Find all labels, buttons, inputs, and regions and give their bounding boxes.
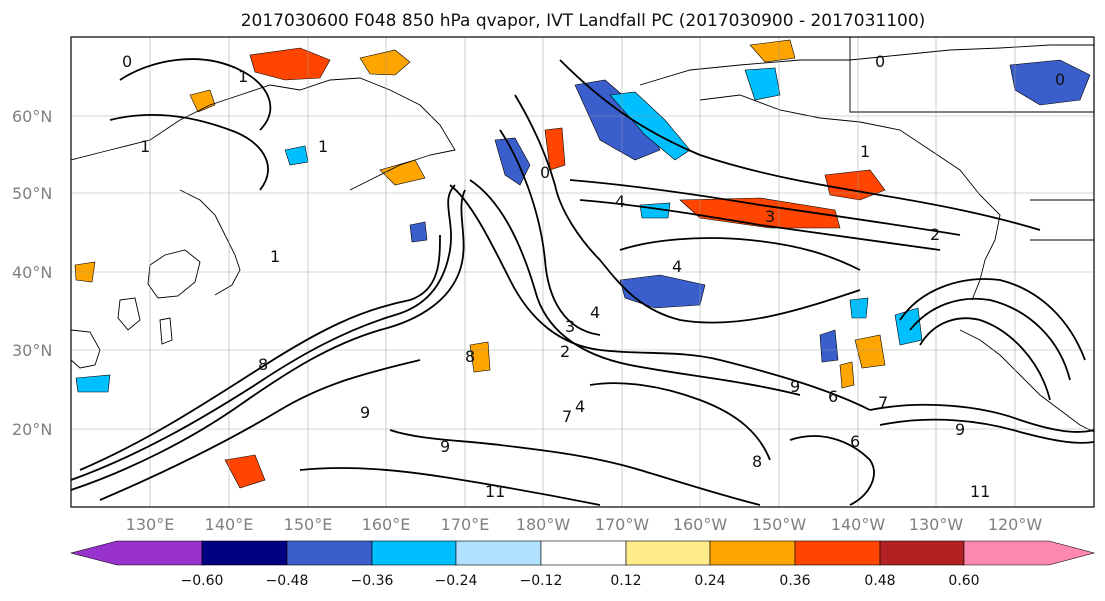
contour-label: 4 [575,397,585,416]
positive-anomaly-patch [249,47,331,81]
latitude-axis: 60°N 50°N 40°N 30°N 20°N [12,107,52,439]
positive-anomaly-patch [189,89,216,113]
colorbar-tick-label: 0.24 [694,573,725,589]
colorbar-segment [879,540,965,566]
contour-label: 0 [540,163,550,182]
contour-label: 8 [258,355,268,374]
contour-label: 2 [560,342,570,361]
lat-label: 40°N [12,263,52,282]
colorbar-segment [709,540,796,566]
map-content: 0 0 0 1 1 1 1 1 0 2 2 3 3 4 4 4 4 6 6 7 … [71,37,1094,507]
contour-label: 4 [615,192,625,211]
colorbar-tick-label: 0.60 [948,573,979,589]
colorbar-tick-label: 0.36 [779,573,810,589]
lon-label: 160°W [673,515,728,534]
lat-label: 30°N [12,341,52,360]
contour-label: 9 [790,377,800,396]
positive-anomaly-patch [544,127,566,171]
longitude-axis: 130°E 140°E 150°E 160°E 170°E 180°W 170°… [126,515,1043,534]
contour-label: 11 [485,482,505,501]
colorbar-tick-label: −0.24 [435,573,478,589]
contour-labels: 0 0 0 1 1 1 1 1 0 2 2 3 3 4 4 4 4 6 6 7 … [122,52,1065,501]
colorbar-segment [286,540,373,566]
colorbar-segment [69,540,203,566]
negative-anomaly-patch [409,221,428,243]
colorbar-segment [794,540,881,566]
contour-label: 1 [238,67,248,86]
colorbar-tick-label: −0.60 [181,573,224,589]
coastlines [71,37,1094,433]
lon-label: 160°E [362,515,411,534]
lon-label: 150°E [284,515,333,534]
colorbar-tick-label: 0.12 [610,573,641,589]
colorbar-tick-label: 0.48 [864,573,895,589]
colorbar-tick-label: −0.12 [520,573,563,589]
positive-anomaly-patch [839,361,855,389]
contour-label: 1 [860,142,870,161]
contour-label: 7 [562,407,572,426]
colorbar-segment [540,540,627,566]
contour-label: 4 [672,257,682,276]
lon-label: 180°W [516,515,571,534]
positive-anomaly-patch [749,39,796,63]
contour-label: 3 [565,317,575,336]
figure-title: 2017030600 F048 850 hPa qvapor, IVT Land… [241,11,926,31]
contour-label: 7 [878,393,888,412]
lon-label: 140°W [831,515,886,534]
positive-anomaly-patch [379,159,426,186]
contour-label: 1 [140,137,150,156]
negative-anomaly-patch [894,307,923,346]
colorbar-segment [625,540,711,566]
map-frame [70,36,1095,508]
shaded-anomalies [74,39,1091,489]
lon-label: 130°W [909,515,964,534]
colorbar-segment [455,540,542,566]
contour-label: 0 [1055,70,1065,89]
lon-label: 170°W [595,515,650,534]
contour-label: 8 [752,452,762,471]
negative-anomaly-patch [744,67,781,101]
contour-label: 2 [930,225,940,244]
contour-label: 6 [850,432,860,451]
positive-anomaly-patch [359,49,411,76]
contour-label: 11 [970,482,990,501]
colorbar-tick-label: −0.48 [266,573,309,589]
negative-anomaly-patch [574,79,661,161]
contour-label: 4 [590,303,600,322]
lon-label: 170°E [441,515,490,534]
lon-label: 130°E [126,515,175,534]
contour-label: 9 [440,437,450,456]
lon-label: 120°W [988,515,1043,534]
positive-anomaly-patch [854,334,886,369]
colorbar-tick-label: −0.36 [351,573,394,589]
contour-label: 0 [122,52,132,71]
negative-anomaly-patch [75,374,111,393]
lon-label: 150°W [752,515,807,534]
contour-label: 1 [270,247,280,266]
contour-label: 1 [318,137,328,156]
lat-label: 20°N [12,420,52,439]
lon-label: 140°E [205,515,254,534]
ivt-contours [71,58,1094,506]
negative-anomaly-patch [494,137,531,186]
positive-anomaly-patch [224,454,266,489]
colorbar-segment [201,540,288,566]
lat-label: 50°N [12,184,52,203]
colorbar-segment [371,540,457,566]
contour-label: 9 [955,420,965,439]
colorbar: −0.60 −0.48 −0.36 −0.24 −0.12 0.12 0.24 … [69,540,1096,589]
contour-label: 9 [360,403,370,422]
positive-anomaly-patch [469,341,491,373]
contour-label: 0 [875,52,885,71]
negative-anomaly-patch [819,329,839,363]
lat-label: 60°N [12,107,52,126]
contour-label: 8 [465,347,475,366]
gridlines [71,37,1094,507]
colorbar-segment [963,540,1096,566]
negative-anomaly-patch [849,297,869,319]
contour-label: 6 [828,387,838,406]
contour-label: 3 [765,207,775,226]
